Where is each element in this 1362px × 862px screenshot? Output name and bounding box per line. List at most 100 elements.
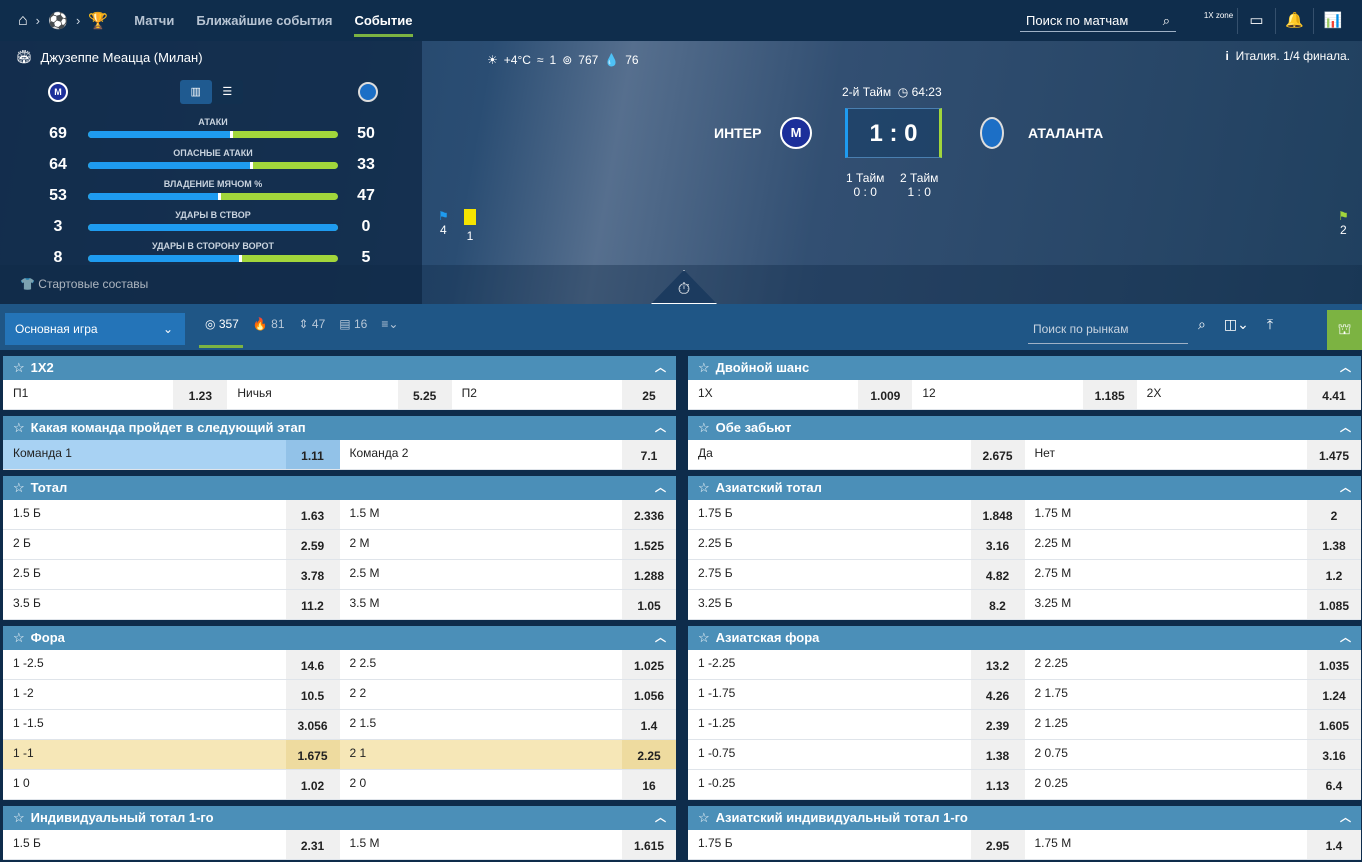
market-header[interactable]: ☆ Индивидуальный тотал 1-го ︿ — [3, 806, 676, 830]
outcome-button[interactable]: 1.5 Б 2.31 — [3, 830, 340, 859]
search-icon[interactable]: ⌕ — [1162, 13, 1170, 28]
outcome-button[interactable]: 3.25 М 1.085 — [1025, 590, 1361, 619]
more-tabs[interactable]: ≡⌄ — [381, 317, 398, 345]
outcome-button[interactable]: 2 1.75 1.24 — [1025, 680, 1361, 709]
star-icon[interactable]: ☆ — [13, 360, 25, 375]
star-icon[interactable]: ☆ — [698, 630, 710, 645]
outcome-button[interactable]: 2.5 Б 3.78 — [3, 560, 340, 589]
tab-all[interactable]: ◎ 357 — [199, 317, 243, 348]
star-icon[interactable]: ☆ — [13, 630, 25, 645]
columns-icon[interactable]: ◫⌄ — [1223, 316, 1249, 332]
outcome-button[interactable]: 1 -1.5 3.056 — [3, 710, 340, 739]
trophy-icon[interactable]: 🏆 — [88, 12, 109, 30]
outcome-button[interactable]: 2 Б 2.59 — [3, 530, 340, 559]
chevron-up-icon[interactable]: ︿ — [655, 812, 666, 824]
stats-view-toggle[interactable]: ▥ ☰ — [180, 80, 243, 104]
outcome-button[interactable]: П1 1.23 — [3, 380, 228, 409]
1x-zone-icon[interactable]: 1X zone — [1200, 8, 1238, 34]
outcome-button[interactable]: 3.5 Б 11.2 — [3, 590, 340, 619]
chevron-up-icon[interactable]: ︿ — [1340, 422, 1351, 434]
bar-chart-icon[interactable]: ▥ — [180, 80, 212, 104]
list-icon[interactable]: ☰ — [222, 86, 233, 98]
market-header[interactable]: ☆ 1X2 ︿ — [3, 356, 676, 380]
chevron-up-icon[interactable]: ︿ — [655, 482, 666, 494]
outcome-button[interactable]: 3.25 Б 8.2 — [688, 590, 1025, 619]
lineups-link[interactable]: 👕 Стартовые составы — [20, 277, 149, 291]
outcome-button[interactable]: 1X 1.009 — [688, 380, 913, 409]
tab-popular[interactable]: 🔥 81 — [252, 317, 285, 331]
tab-stats[interactable]: ▤ 16 — [339, 317, 368, 331]
bell-icon[interactable]: 🔔 — [1276, 8, 1314, 34]
match-search-input[interactable]: Поиск по матчам ⌕ — [1020, 10, 1176, 32]
chevron-up-icon[interactable]: ︿ — [1340, 362, 1351, 374]
market-header[interactable]: ☆ Тотал ︿ — [3, 476, 676, 500]
star-icon[interactable]: ☆ — [698, 420, 710, 435]
chart-icon[interactable]: 📊 — [1323, 12, 1343, 29]
outcome-button[interactable]: 2 2 1.056 — [340, 680, 676, 709]
star-icon[interactable]: ☆ — [698, 360, 710, 375]
chevron-up-icon[interactable]: ︿ — [1340, 632, 1351, 644]
monitor-icon[interactable]: ▭ — [1238, 8, 1276, 34]
chevron-up-icon[interactable]: ︿ — [655, 632, 666, 644]
outcome-button[interactable]: 2X 4.41 — [1137, 380, 1361, 409]
outcome-button[interactable]: 1 -0.75 1.38 — [688, 740, 1025, 769]
market-header[interactable]: ☆ Какая команда пройдет в следующий этап ︿ — [3, 416, 676, 440]
outcome-button[interactable]: 1 -2 10.5 — [3, 680, 340, 709]
outcome-button[interactable]: Да 2.675 — [688, 440, 1025, 469]
tab-updown[interactable]: ⇕ 47 — [298, 317, 326, 331]
outcome-button[interactable]: 2 1.25 1.605 — [1025, 710, 1361, 739]
market-header[interactable]: ☆ Фора ︿ — [3, 626, 676, 650]
chevron-up-icon[interactable]: ︿ — [655, 362, 666, 374]
outcome-button[interactable]: 2.5 М 1.288 — [340, 560, 676, 589]
chevron-up-icon[interactable]: ︿ — [655, 422, 666, 434]
outcome-button[interactable]: П2 25 — [452, 380, 676, 409]
search-icon[interactable]: ⌕ — [1198, 316, 1206, 332]
market-header[interactable]: ☆ Обе забьют ︿ — [688, 416, 1361, 440]
star-icon[interactable]: ☆ — [13, 480, 25, 495]
home-icon[interactable]: ⌂ — [18, 11, 28, 29]
outcome-button[interactable]: 1 -2.25 13.2 — [688, 650, 1025, 679]
outcome-button[interactable]: 2 1.5 1.4 — [340, 710, 676, 739]
football-icon[interactable]: ⚽ — [48, 12, 68, 30]
outcome-button[interactable]: 3.5 М 1.05 — [340, 590, 676, 619]
outcome-button[interactable]: Нет 1.475 — [1025, 440, 1361, 469]
nav-matches[interactable]: Матчи — [134, 13, 175, 28]
outcome-button[interactable]: 2 0 16 — [340, 770, 676, 799]
star-icon[interactable]: ☆ — [13, 810, 25, 825]
outcome-button[interactable]: 1 -1 1.675 — [3, 740, 340, 769]
chevron-up-icon[interactable]: ︿ — [1340, 482, 1351, 494]
outcome-button[interactable]: 2 2.5 1.025 — [340, 650, 676, 679]
chevron-up-icon[interactable]: ︿ — [1340, 812, 1351, 824]
market-header[interactable]: ☆ Азиатская фора ︿ — [688, 626, 1361, 650]
outcome-button[interactable]: 2 2.25 1.035 — [1025, 650, 1361, 679]
market-header[interactable]: ☆ Двойной шанс ︿ — [688, 356, 1361, 380]
outcome-button[interactable]: Ничья 5.25 — [227, 380, 452, 409]
statistics-button[interactable]: ⛫ — [1327, 310, 1362, 350]
outcome-button[interactable]: 1.5 М 1.615 — [340, 830, 676, 859]
outcome-button[interactable]: Команда 2 7.1 — [340, 440, 676, 469]
market-header[interactable]: ☆ Азиатский тотал ︿ — [688, 476, 1361, 500]
outcome-button[interactable]: 1 0 1.02 — [3, 770, 340, 799]
outcome-button[interactable]: 2 М 1.525 — [340, 530, 676, 559]
outcome-button[interactable]: 2 0.75 3.16 — [1025, 740, 1361, 769]
outcome-button[interactable]: 1.5 М 2.336 — [340, 500, 676, 529]
star-icon[interactable]: ☆ — [13, 420, 25, 435]
outcome-button[interactable]: 1.75 М 2 — [1025, 500, 1361, 529]
market-header[interactable]: ☆ Азиатский индивидуальный тотал 1-го ︿ — [688, 806, 1361, 830]
outcome-button[interactable]: 1.75 Б 2.95 — [688, 830, 1025, 859]
outcome-button[interactable]: 1 -1.25 2.39 — [688, 710, 1025, 739]
star-icon[interactable]: ☆ — [698, 810, 710, 825]
outcome-button[interactable]: 2 1 2.25 — [339, 740, 676, 769]
outcome-button[interactable]: 2.25 М 1.38 — [1025, 530, 1361, 559]
market-search-input[interactable]: Поиск по рынкам — [1028, 316, 1188, 344]
outcome-button[interactable]: 1.75 Б 1.848 — [688, 500, 1025, 529]
market-group-select[interactable]: Основная игра ⌄ — [5, 313, 185, 345]
outcome-button[interactable]: 1.5 Б 1.63 — [3, 500, 340, 529]
outcome-button[interactable]: 2.75 Б 4.82 — [688, 560, 1025, 589]
outcome-button[interactable]: 1.75 М 1.4 — [1025, 830, 1361, 859]
outcome-button[interactable]: 2 0.25 6.4 — [1025, 770, 1361, 799]
outcome-button[interactable]: 1 -0.25 1.13 — [688, 770, 1025, 799]
outcome-button[interactable]: Команда 1 1.11 — [3, 440, 340, 469]
nav-event[interactable]: Событие — [354, 0, 413, 41]
nav-upcoming[interactable]: Ближайшие события — [196, 13, 333, 28]
